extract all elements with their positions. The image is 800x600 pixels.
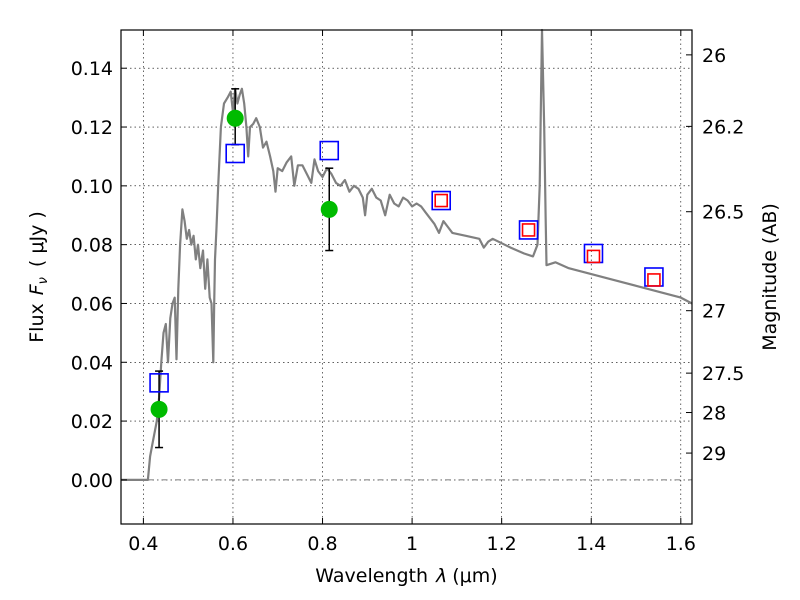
model-square-red: [434, 193, 449, 208]
observed-points-layer: [150, 109, 338, 418]
y-axis-label-unit: ( μJy ): [26, 211, 48, 267]
model-square-blue: [319, 140, 340, 161]
y2-axis-label: Magnitude (AB): [759, 203, 781, 351]
tick-labels: 0.4 0.6 0.8 1 1.2 1.4 1.6 0.00 0.02 0.04 0.06 0.08 0…: [71, 45, 745, 555]
x-tick-label: 0.8: [307, 533, 337, 555]
y-tick-label: 0.04: [71, 352, 113, 374]
model-sed-line: [121, 28, 693, 481]
observed-flux-point: [320, 200, 338, 218]
x-tick-label: 1: [406, 533, 418, 555]
y-tick-label: 0.06: [71, 293, 113, 315]
observed-flux-point: [150, 400, 168, 418]
y-tick-label: 0.12: [71, 117, 113, 139]
y2-tick-label: 28: [702, 403, 726, 425]
observed-flux-point: [226, 109, 244, 127]
y-tick-label: 0.08: [71, 235, 113, 257]
x-tick-label: 0.6: [218, 533, 248, 555]
y2-tick-label: 27.5: [702, 363, 744, 385]
model-square-red: [521, 223, 536, 237]
axis-ticks: [121, 30, 692, 524]
y-tick-label: 0.10: [71, 176, 113, 198]
error-bar-layer: [155, 88, 334, 449]
x-axis-label-symbol: λ: [435, 565, 447, 587]
model-sed-line-layer: [121, 28, 693, 481]
y-axis-label-prefix: Flux: [26, 303, 48, 343]
model-squares-layer: [149, 140, 664, 393]
model-square-blue: [225, 143, 245, 164]
model-square-red: [647, 273, 661, 287]
y2-tick-label: 26.5: [702, 202, 744, 224]
y-axis-label-symbol: F: [26, 283, 48, 295]
x-tick-label: 1.2: [487, 533, 517, 555]
y-tick-label: 0.02: [71, 411, 113, 433]
x-axis-label: Wavelength λ (μm): [315, 565, 497, 587]
y-axis-label: Flux Fν ( μJy ): [26, 211, 51, 343]
model-square-blue: [149, 373, 169, 393]
y-tick-label: 0.14: [71, 58, 113, 80]
x-tick-label: 1.4: [576, 533, 606, 555]
y2-tick-label: 26.2: [702, 116, 744, 138]
model-square-red: [586, 249, 601, 264]
x-axis-label-unit: (μm): [452, 565, 497, 587]
model-square-blue: [518, 220, 539, 240]
plot-frame: [120, 29, 693, 525]
y2-tick-label: 29: [702, 443, 726, 465]
model-square-blue: [431, 190, 452, 211]
x-tick-label: 1.6: [666, 533, 696, 555]
y-tick-label: 0.00: [71, 470, 113, 492]
x-tick-label: 0.4: [128, 533, 158, 555]
y2-tick-label: 27: [702, 301, 726, 323]
y-axis-label-subscript: ν: [36, 277, 51, 284]
x-axis-label-prefix: Wavelength: [315, 565, 428, 587]
y2-tick-label: 26: [702, 45, 726, 67]
